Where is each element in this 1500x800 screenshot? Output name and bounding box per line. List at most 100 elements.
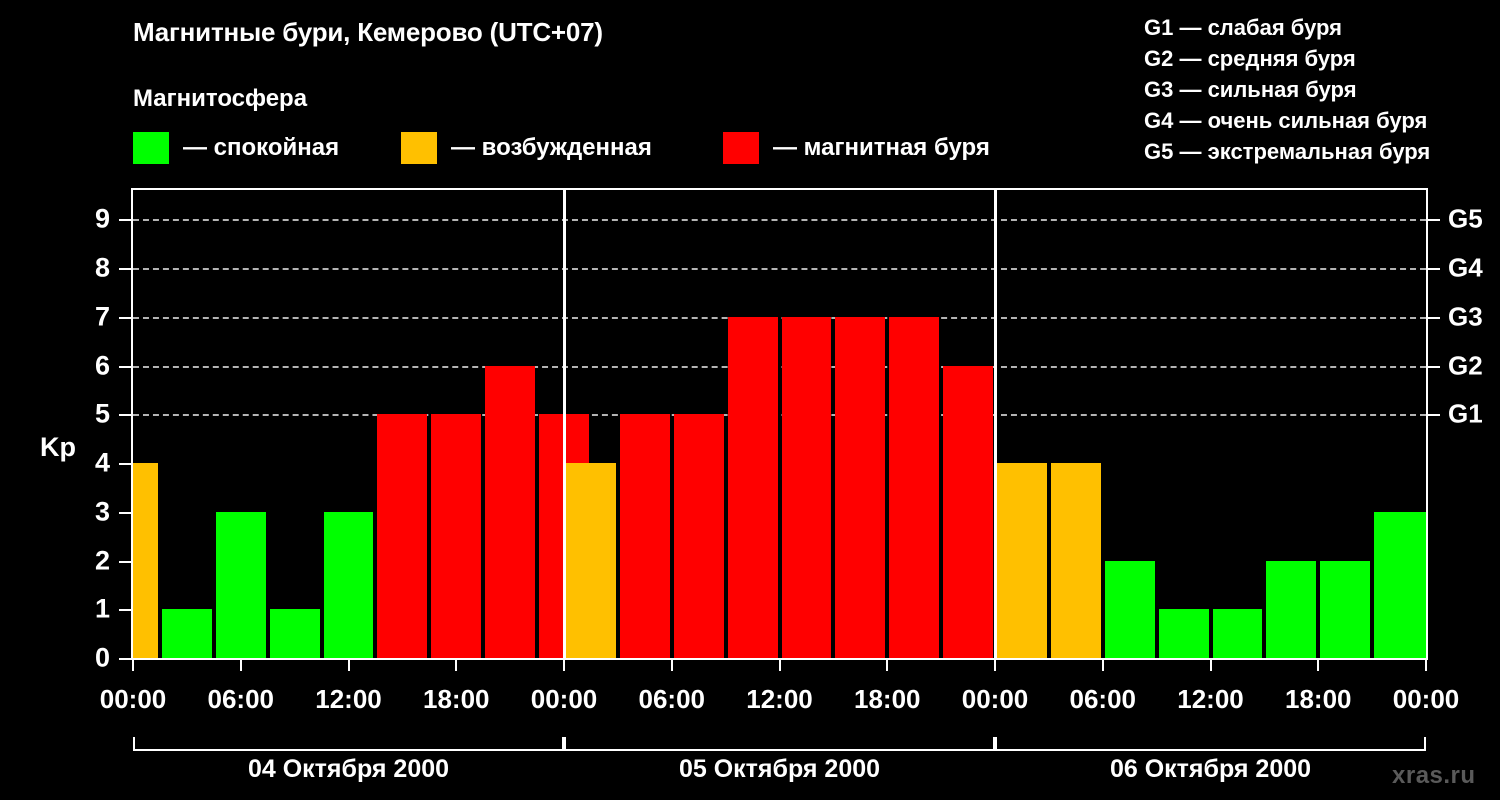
x-tick-mark-6 bbox=[778, 660, 781, 671]
g-tick-mark-G1 bbox=[1428, 414, 1440, 417]
x-tick-label-9: 06:00 bbox=[1069, 684, 1137, 714]
y-tick-mark-0 bbox=[119, 658, 131, 660]
y-tick-label-5: 5 bbox=[94, 398, 110, 429]
bar bbox=[431, 414, 482, 658]
g-tick-mark-G3 bbox=[1428, 316, 1440, 319]
x-tick-label-2: 12:00 bbox=[315, 684, 382, 714]
gscale-legend-line-4: G4 — очень сильная буря bbox=[1144, 108, 1428, 133]
x-tick-mark-7 bbox=[886, 660, 889, 671]
bar bbox=[727, 316, 778, 658]
g-tick-mark-G2 bbox=[1428, 365, 1440, 368]
bar bbox=[323, 511, 374, 658]
bar bbox=[377, 414, 428, 658]
x-tick-label-10: 12:00 bbox=[1177, 684, 1244, 714]
x-tick-mark-2 bbox=[347, 660, 350, 671]
x-tick-mark-0 bbox=[132, 660, 134, 671]
y-tick-label-9: 9 bbox=[94, 203, 110, 234]
bar bbox=[1266, 560, 1317, 658]
y-tick-label-8: 8 bbox=[94, 252, 110, 283]
gridline-kp-9 bbox=[133, 219, 1426, 222]
bar bbox=[619, 414, 670, 658]
legend-swatch-quiet-icon bbox=[133, 132, 169, 164]
y-tick-label-7: 7 bbox=[94, 301, 110, 332]
g-tick-label-G2: G2 bbox=[1448, 350, 1483, 380]
g-tick-label-G1: G1 bbox=[1448, 398, 1483, 429]
x-tick-mark-9 bbox=[1101, 660, 1104, 671]
legend-label: — магнитная буря bbox=[773, 134, 990, 161]
bar bbox=[269, 609, 320, 658]
y-tick-mark-1 bbox=[119, 609, 131, 612]
y-tick-label-6: 6 bbox=[94, 350, 110, 380]
x-tick-label-12: 00:00 bbox=[1392, 684, 1460, 714]
y-tick-label-4: 4 bbox=[94, 447, 110, 478]
gscale-legend-line-3: G3 — сильная буря bbox=[1144, 77, 1357, 102]
gridline-kp-8 bbox=[133, 268, 1426, 270]
day-label-2: 05 Октября 2000 bbox=[678, 755, 881, 783]
day-label-3: 06 Октября 2000 bbox=[1109, 755, 1312, 783]
day-bracket-3 bbox=[995, 737, 1426, 751]
x-tick-label-3: 18:00 bbox=[423, 684, 490, 714]
day-bracket-2 bbox=[564, 737, 995, 751]
legend-label: — возбужденная bbox=[451, 134, 652, 161]
gridline-kp-6 bbox=[133, 365, 1426, 368]
y-tick-label-2: 2 bbox=[94, 545, 110, 575]
watermark: xras.ru bbox=[1392, 762, 1476, 789]
x-tick-mark-1 bbox=[239, 660, 242, 671]
legend-item-quiet: — спокойная bbox=[133, 131, 339, 165]
x-tick-label-11: 18:00 bbox=[1285, 684, 1352, 714]
day-bracket-1 bbox=[133, 737, 564, 751]
y-tick-label-3: 3 bbox=[94, 496, 110, 527]
y-tick-mark-7 bbox=[119, 316, 131, 319]
plot-area bbox=[131, 188, 1428, 660]
day-separator-1 bbox=[562, 190, 566, 658]
y-axis-title: Kp bbox=[40, 432, 76, 462]
g-tick-mark-G4 bbox=[1428, 268, 1440, 270]
y-tick-mark-3 bbox=[119, 511, 131, 514]
legend-label: — спокойная bbox=[183, 134, 340, 161]
gridline-kp-7 bbox=[133, 316, 1426, 319]
bar bbox=[835, 316, 886, 658]
y-tick-mark-2 bbox=[119, 560, 131, 563]
bar bbox=[485, 365, 536, 658]
x-tick-mark-8 bbox=[994, 660, 996, 671]
legend-item-unsettled: — возбужденная bbox=[401, 131, 652, 165]
bar bbox=[1212, 609, 1263, 658]
g-tick-label-G5: G5 bbox=[1448, 203, 1483, 234]
y-tick-mark-5 bbox=[119, 414, 131, 417]
gscale-legend-line-2: G2 — средняя буря bbox=[1144, 46, 1356, 71]
bar bbox=[889, 316, 940, 658]
x-tick-label-6: 12:00 bbox=[746, 684, 813, 714]
y-tick-mark-9 bbox=[119, 219, 131, 222]
x-tick-mark-12 bbox=[1425, 660, 1427, 671]
bar bbox=[1401, 511, 1426, 658]
x-tick-mark-11 bbox=[1317, 660, 1320, 671]
g-tick-label-G4: G4 bbox=[1448, 252, 1483, 283]
y-tick-label-1: 1 bbox=[94, 593, 110, 624]
legend-swatch-storm-icon bbox=[723, 132, 759, 164]
bar bbox=[161, 609, 212, 658]
y-tick-mark-8 bbox=[119, 268, 131, 270]
g-scale-legend: G1 — слабая буря G2 — средняя буря G3 — си… bbox=[1072, 12, 1492, 167]
legend-item-storm: — магнитная буря bbox=[723, 131, 990, 165]
bar bbox=[133, 463, 158, 658]
page-title: Магнитные бури, Кемерово (UTC+07) bbox=[133, 17, 603, 47]
gscale-legend-line-5: G5 — экстремальная буря bbox=[1144, 139, 1431, 164]
gridline-kp-5 bbox=[133, 414, 1426, 417]
legend-swatch-unsettled-icon bbox=[401, 132, 437, 164]
bar bbox=[1158, 609, 1209, 658]
x-tick-label-4: 00:00 bbox=[530, 684, 598, 714]
g-tick-label-G3: G3 bbox=[1448, 301, 1483, 332]
gscale-legend-line-1: G1 — слабая буря bbox=[1144, 15, 1343, 40]
x-tick-label-0: 00:00 bbox=[99, 684, 167, 714]
magnetosphere-section-title: Магнитосфера bbox=[133, 85, 308, 112]
x-tick-label-8: 00:00 bbox=[961, 684, 1029, 714]
day-label-1: 04 Октября 2000 bbox=[247, 755, 450, 783]
bar bbox=[673, 414, 724, 658]
x-tick-label-1: 06:00 bbox=[207, 684, 275, 714]
y-tick-mark-4 bbox=[119, 463, 131, 465]
bar bbox=[1320, 560, 1371, 658]
x-tick-mark-10 bbox=[1209, 660, 1212, 671]
x-tick-label-5: 06:00 bbox=[638, 684, 706, 714]
x-tick-mark-5 bbox=[670, 660, 673, 671]
